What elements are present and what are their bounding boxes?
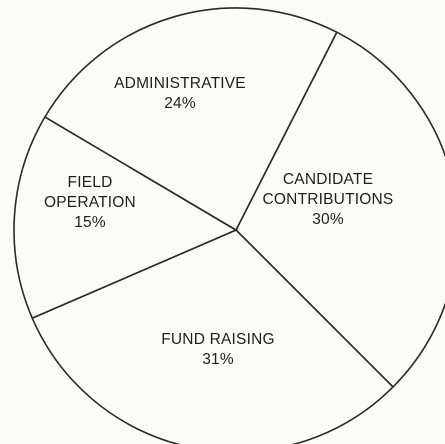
slice-label-group-0: CANDIDATE CONTRIBUTIONS 30% [263, 171, 394, 228]
slice-value-label: 24% [164, 95, 196, 112]
pie-slice-2 [13, 116, 237, 319]
slice-label-group-1: FUND RAISING 31% [161, 331, 275, 368]
slice-label-group-2: FIELD OPERATION 15% [44, 174, 136, 231]
slice-label: ADMINISTRATIVE [114, 75, 246, 92]
pie-slice-0 [235, 31, 445, 388]
pie-slice-3 [44, 7, 338, 231]
pie-slice-1 [31, 229, 394, 444]
slice-value-label: 30% [312, 211, 344, 228]
slice-value-label: 31% [202, 351, 234, 368]
slice-value-label: 15% [74, 214, 106, 231]
slice-label: OPERATION [44, 194, 136, 211]
slice-label: CANDIDATE [283, 171, 373, 188]
slice-label: FUND RAISING [161, 331, 275, 348]
slice-label: FIELD [68, 174, 113, 191]
slice-label-group-3: ADMINISTRATIVE 24% [114, 75, 246, 112]
slice-label: CONTRIBUTIONS [263, 191, 394, 208]
